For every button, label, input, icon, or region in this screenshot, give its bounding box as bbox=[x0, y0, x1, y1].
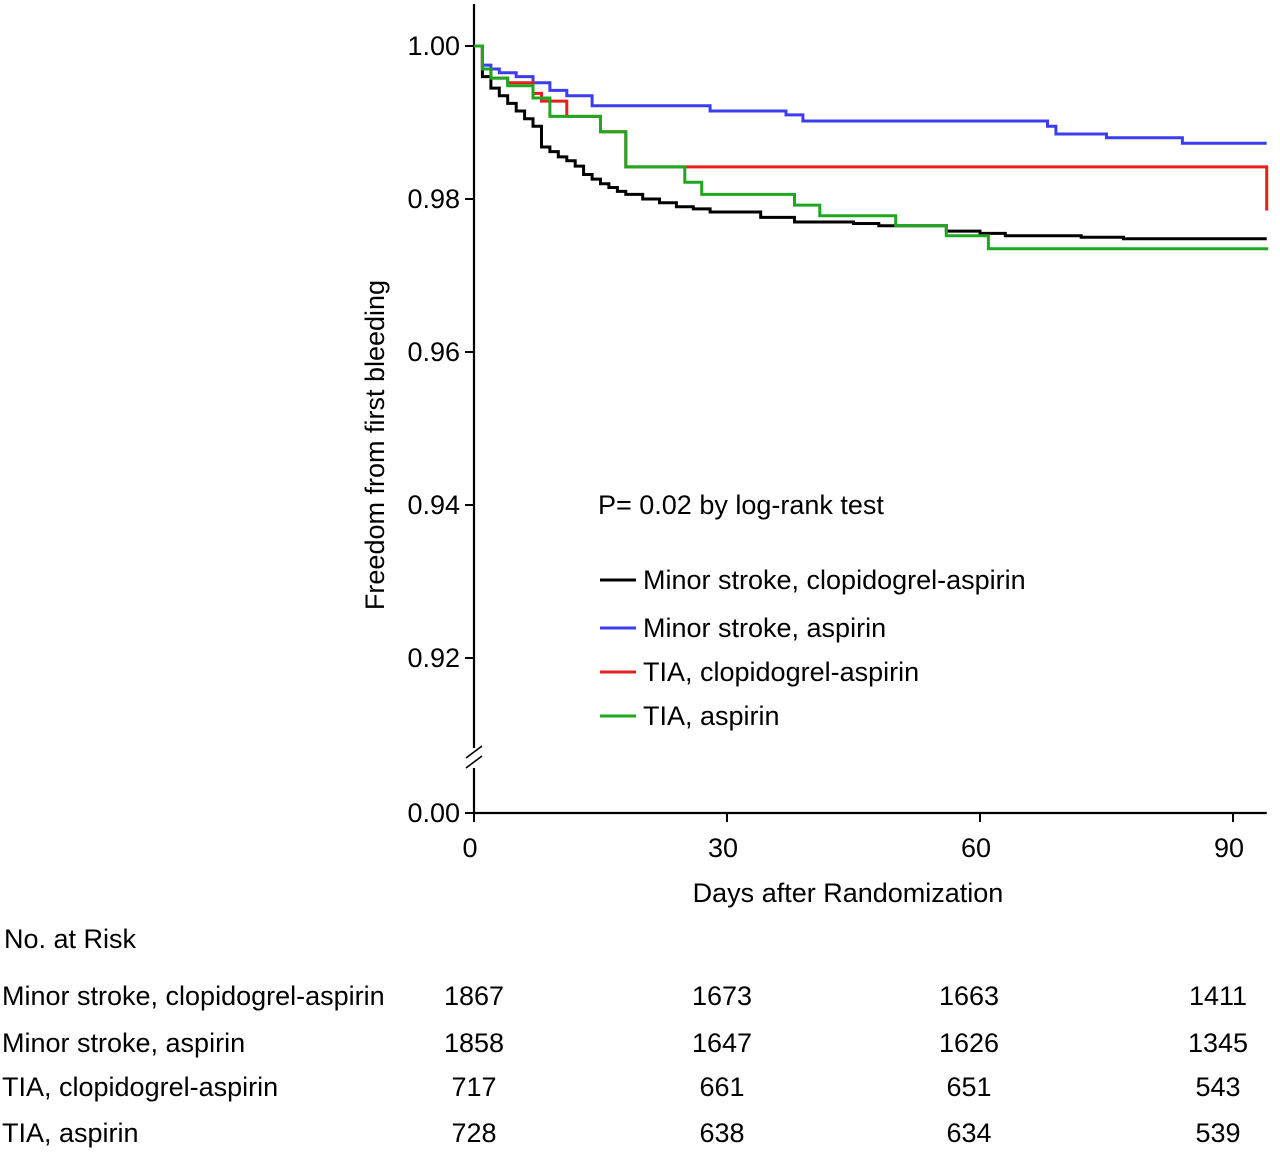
axis-break-mark bbox=[465, 755, 483, 769]
legend-label: TIA, clopidogrel-aspirin bbox=[643, 657, 919, 687]
risk-row-value: 1345 bbox=[1187, 1028, 1249, 1058]
legend-label: TIA, aspirin bbox=[643, 701, 780, 731]
x-tick-label: 0 bbox=[462, 833, 477, 863]
risk-row-value: 1673 bbox=[691, 981, 753, 1011]
risk-row-value: 543 bbox=[1195, 1072, 1241, 1102]
risk-row-label: Minor stroke, aspirin bbox=[2, 1028, 246, 1058]
y-tick-label: 0.00 bbox=[407, 798, 460, 828]
axis-break-mark bbox=[465, 745, 483, 759]
risk-row-value: 728 bbox=[451, 1118, 497, 1148]
risk-row-value: 651 bbox=[946, 1072, 992, 1102]
x-tick-label: 30 bbox=[708, 833, 738, 863]
risk-row-value: 539 bbox=[1195, 1118, 1241, 1148]
risk-row-value: 1647 bbox=[691, 1028, 753, 1058]
x-tick-label: 60 bbox=[961, 833, 991, 863]
risk-row-value: 717 bbox=[451, 1072, 497, 1102]
survival-curve-series-1 bbox=[474, 44, 1267, 241]
risk-row-value: 1626 bbox=[938, 1028, 1000, 1058]
risk-row-value: 1411 bbox=[1188, 981, 1248, 1011]
y-tick-label: 0.94 bbox=[407, 490, 460, 520]
y-tick-label: 1.00 bbox=[407, 31, 460, 61]
axes: 0.92 0.94 0.96 0.98 1.00 0.000 30 60 90 bbox=[407, 4, 1267, 863]
risk-row-label: Minor stroke, clopidogrel-aspirin bbox=[2, 981, 385, 1011]
survival-curve-series-3 bbox=[474, 44, 1269, 211]
survival-curves bbox=[474, 44, 1269, 251]
y-tick-label: 0.96 bbox=[407, 337, 460, 367]
risk-row-value: 661 bbox=[699, 1072, 745, 1102]
risk-row-value: 1663 bbox=[938, 981, 1000, 1011]
x-tick-label: 90 bbox=[1214, 833, 1244, 863]
legend-label: Minor stroke, clopidogrel-aspirin bbox=[643, 565, 1026, 595]
survival-curve-series-2 bbox=[474, 44, 1267, 145]
y-axis-label: Freedom from first bleeding bbox=[360, 280, 390, 610]
y-tick-label: 0.98 bbox=[407, 184, 460, 214]
risk-row-value: 638 bbox=[699, 1118, 745, 1148]
x-axis-label: Days after Randomization bbox=[693, 878, 1004, 908]
survival-curve-series-4 bbox=[474, 44, 1269, 251]
risk-row-value: 1858 bbox=[443, 1028, 505, 1058]
risk-row-value: 634 bbox=[946, 1118, 992, 1148]
legend: Minor stroke, clopidogrel-aspirin Minor s… bbox=[600, 565, 1026, 731]
p-value-annotation: P= 0.02 by log-rank test bbox=[598, 490, 884, 520]
risk-row-value: 1867 bbox=[443, 981, 505, 1011]
legend-label: Minor stroke, aspirin bbox=[643, 613, 886, 643]
y-tick-label: 0.92 bbox=[407, 643, 460, 673]
risk-table-title: No. at Risk bbox=[4, 924, 137, 954]
risk-row-label: TIA, clopidogrel-aspirin bbox=[2, 1072, 279, 1102]
risk-row-label: TIA, aspirin bbox=[2, 1118, 139, 1148]
